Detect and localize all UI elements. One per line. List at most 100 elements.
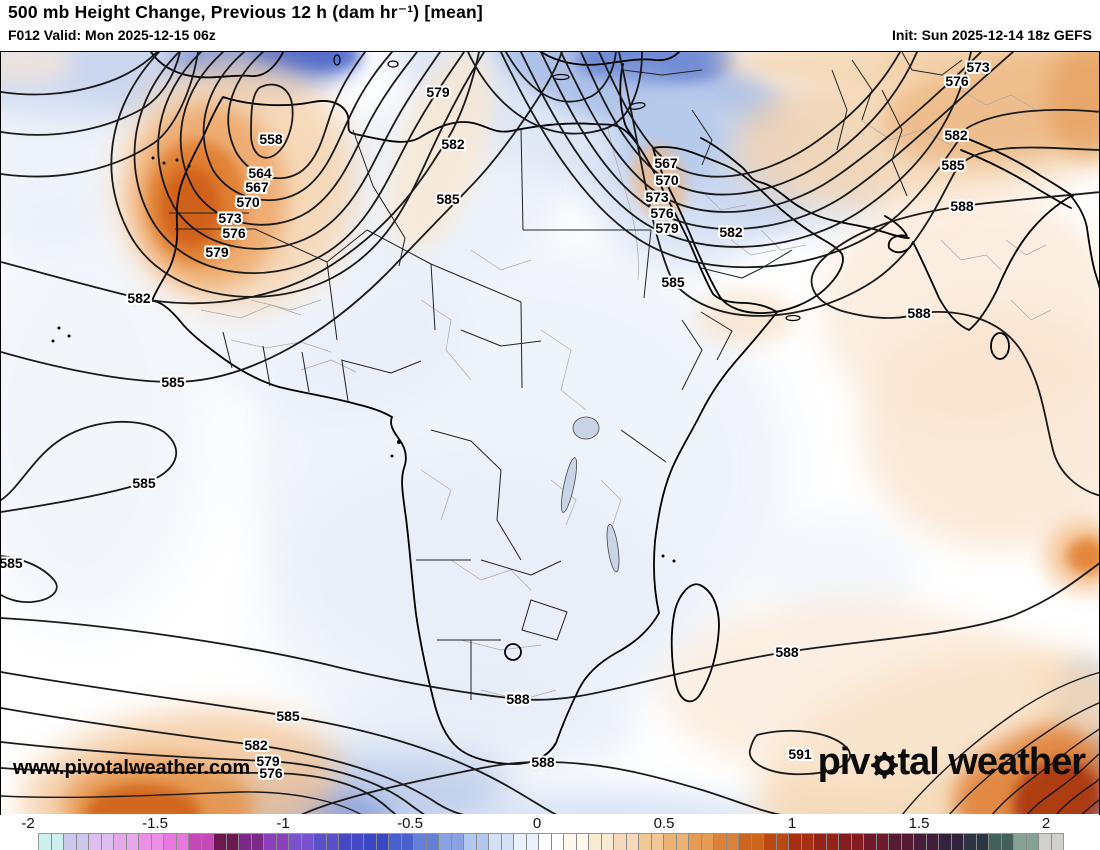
madagascar-coast bbox=[670, 583, 720, 703]
colorbar-swatch bbox=[51, 834, 64, 850]
colorbar-swatch bbox=[289, 834, 302, 850]
contour-label: 588 bbox=[506, 691, 530, 707]
contour-label: 588 bbox=[531, 754, 555, 770]
colorbar-swatch bbox=[751, 834, 764, 850]
colorbar-swatch bbox=[376, 834, 389, 850]
contour-label: 573 bbox=[966, 59, 990, 75]
colorbar-swatch bbox=[714, 834, 727, 850]
contour-label: 585 bbox=[941, 157, 965, 173]
colorbar-tick-label: -0.5 bbox=[397, 815, 423, 832]
map-title: 500 mb Height Change, Previous 12 h (dam… bbox=[8, 2, 483, 22]
contour-label: 585 bbox=[1, 555, 23, 571]
arabia-coast bbox=[652, 146, 844, 314]
colorbar-swatch bbox=[876, 834, 889, 850]
contour-label: 582 bbox=[127, 290, 151, 306]
colorbar-tick-label: 2 bbox=[1041, 815, 1051, 832]
colorbar-swatch bbox=[526, 834, 539, 850]
contour-label: 582 bbox=[719, 224, 743, 240]
contour-label: 579 bbox=[205, 244, 229, 260]
colorbar-swatch bbox=[114, 834, 127, 850]
contour-label: 570 bbox=[236, 194, 260, 210]
valid-time: F012 Valid: Mon 2025-12-15 06z bbox=[8, 27, 216, 43]
contour-label: 588 bbox=[775, 644, 799, 660]
sri-lanka bbox=[990, 332, 1010, 360]
colorbar-swatch bbox=[601, 834, 614, 850]
colorbar-tick-label: -2 bbox=[21, 815, 35, 832]
colorbar-swatch bbox=[351, 834, 364, 850]
contour-labels: 5585645675705735765795825855855855795825… bbox=[1, 57, 992, 783]
colorbar-tick-label: 0.5 bbox=[653, 815, 675, 832]
contour-label: 588 bbox=[950, 198, 974, 214]
colorbar-swatch bbox=[676, 834, 689, 850]
colorbar-swatch bbox=[451, 834, 464, 850]
contour-label: 585 bbox=[161, 374, 185, 390]
colorbar-swatch bbox=[464, 834, 477, 850]
colorbar: -2 -1.5 -1 -0.5 0 0.5 1 1.5 2 bbox=[0, 815, 1100, 850]
sicily-island bbox=[387, 60, 399, 68]
contour-label: 576 bbox=[259, 765, 283, 781]
colorbar-swatch bbox=[414, 834, 427, 850]
colorbar-swatch bbox=[314, 834, 327, 850]
colorbar-swatch bbox=[951, 834, 964, 850]
watermark-url: www.pivotalweather.com bbox=[13, 757, 251, 779]
colorbar-tick-label: 0 bbox=[532, 815, 542, 832]
colorbar-swatch bbox=[426, 834, 439, 850]
colorbar-swatch bbox=[901, 834, 914, 850]
contour-label: 564 bbox=[248, 165, 272, 181]
colorbar-swatch bbox=[139, 834, 152, 850]
sardinia-island bbox=[333, 54, 341, 66]
colorbar-swatch bbox=[851, 834, 864, 850]
colorbar-swatch bbox=[789, 834, 802, 850]
india-coast bbox=[884, 195, 1099, 331]
contour-label: 558 bbox=[259, 131, 283, 147]
colorbar-swatch bbox=[664, 834, 677, 850]
nepal-border-n bbox=[965, 137, 1074, 197]
lesotho-border bbox=[504, 643, 522, 661]
colorbar-swatch bbox=[189, 834, 202, 850]
colorbar-swatch bbox=[151, 834, 164, 850]
lakes-islands bbox=[51, 156, 676, 573]
colorbar-ticks: -2 -1.5 -1 -0.5 0 0.5 1 1.5 2 bbox=[0, 815, 1100, 832]
colorbar-swatch bbox=[439, 834, 452, 850]
colorbar-swatch bbox=[801, 834, 814, 850]
africa-coast bbox=[151, 96, 778, 765]
colorbar-swatch bbox=[1051, 834, 1063, 850]
colorbar-swatch bbox=[539, 834, 552, 850]
colorbar-swatch bbox=[689, 834, 702, 850]
levant-coast bbox=[619, 63, 636, 141]
init-time: Init: Sun 2025-12-14 18z GEFS bbox=[892, 27, 1092, 43]
colorbar-swatch bbox=[301, 834, 314, 850]
logo-text-prefix: piv bbox=[817, 741, 871, 783]
colorbar-swatch bbox=[701, 834, 714, 850]
colorbar-swatch bbox=[814, 834, 827, 850]
contour-label: 576 bbox=[222, 225, 246, 241]
colorbar-swatch bbox=[501, 834, 514, 850]
lake-malawi bbox=[606, 523, 620, 573]
colorbar-swatch bbox=[326, 834, 339, 850]
map-area: 558 564 567 570 573 576 579 582 585 585 585 579 582 5… bbox=[0, 51, 1100, 817]
colorbar-swatch bbox=[214, 834, 227, 850]
colorbar-swatch bbox=[926, 834, 939, 850]
coastlines bbox=[150, 52, 1099, 765]
lake-tanganyika bbox=[560, 457, 578, 513]
contour-label: 591 bbox=[788, 746, 812, 762]
colorbar-swatch bbox=[76, 834, 89, 850]
country-borders bbox=[169, 52, 963, 700]
colorbar-swatch bbox=[776, 834, 789, 850]
colorbar-swatch bbox=[551, 834, 564, 850]
colorbar-swatch bbox=[101, 834, 114, 850]
contour-label: 585 bbox=[436, 191, 460, 207]
colorbar-swatches bbox=[38, 833, 1064, 850]
gear-icon bbox=[871, 751, 899, 779]
colorbar-swatch bbox=[964, 834, 977, 850]
colorbar-swatch bbox=[764, 834, 777, 850]
contour-label: 585 bbox=[132, 475, 156, 491]
colorbar-swatch bbox=[739, 834, 752, 850]
colorbar-swatch bbox=[589, 834, 602, 850]
contour-lines bbox=[1, 52, 1099, 814]
contour-label: 573 bbox=[218, 210, 242, 226]
colorbar-swatch bbox=[1039, 834, 1052, 850]
logo-text-suffix: tal weather bbox=[897, 741, 1086, 783]
colorbar-swatch bbox=[839, 834, 852, 850]
